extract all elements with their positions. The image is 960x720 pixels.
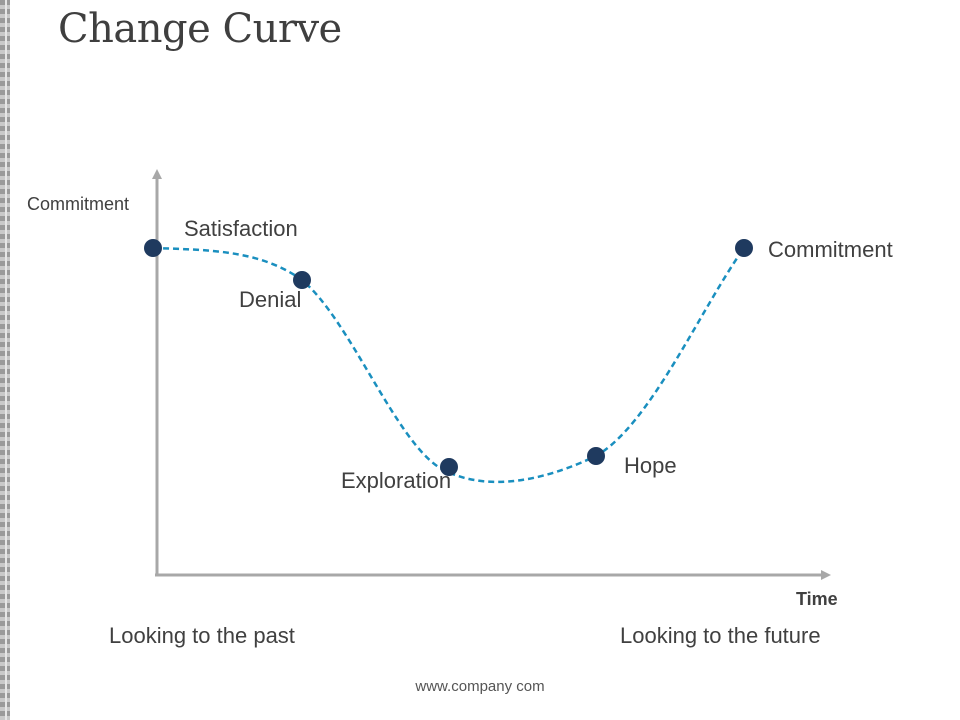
page-title: Change Curve bbox=[58, 6, 342, 52]
slide-left-edge bbox=[0, 0, 10, 720]
looking-past-caption: Looking to the past bbox=[109, 623, 295, 648]
stage-label-denial: Denial bbox=[239, 287, 302, 312]
footer-url: www.company com bbox=[415, 678, 545, 695]
stage-marker-satisfaction bbox=[144, 239, 162, 257]
y-axis-label: Commitment bbox=[27, 194, 130, 214]
stage-label-hope: Hope bbox=[624, 453, 677, 478]
stage-marker-denial bbox=[293, 271, 311, 289]
stage-label-satisfaction: Satisfaction bbox=[184, 216, 298, 241]
change-curve-line bbox=[152, 246, 746, 484]
x-axis-label: Time bbox=[796, 589, 838, 609]
stage-marker-exploration bbox=[440, 458, 458, 476]
stage-label-exploration: Exploration bbox=[341, 468, 452, 493]
looking-future-caption: Looking to the future bbox=[620, 623, 821, 648]
stage-marker-commitment bbox=[735, 239, 753, 257]
stage-label-commitment: Commitment bbox=[768, 237, 893, 262]
stage-marker-hope bbox=[587, 447, 605, 465]
